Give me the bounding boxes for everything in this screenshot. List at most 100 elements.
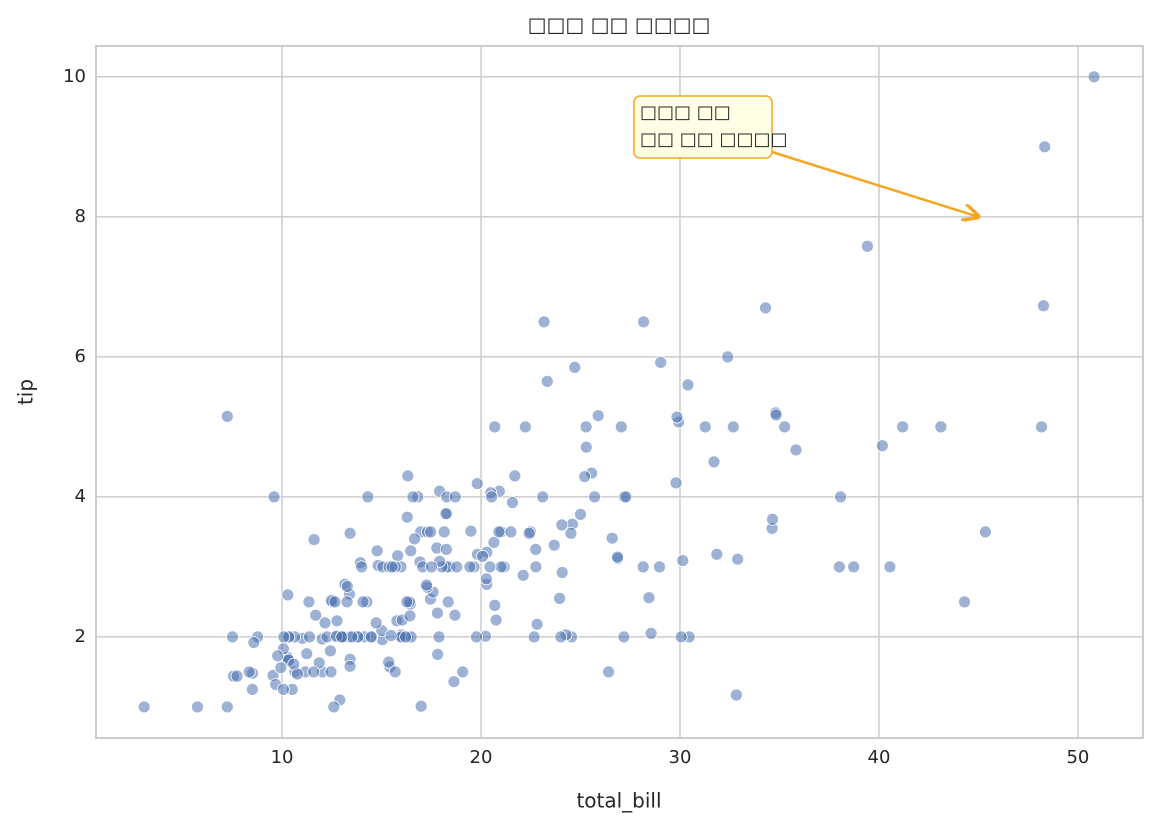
point: [568, 360, 582, 374]
point: [424, 525, 438, 539]
point: [447, 675, 461, 689]
point: [674, 630, 688, 644]
y-tick-label: 10: [63, 66, 86, 87]
point: [401, 469, 415, 483]
point: [340, 580, 354, 593]
point: [340, 595, 354, 609]
point: [274, 661, 288, 675]
point: [137, 700, 151, 714]
point: [309, 608, 323, 622]
point: [554, 630, 568, 644]
annotation-box: [633, 95, 773, 159]
point: [522, 526, 536, 540]
point: [388, 665, 402, 679]
annotation-text: □□ □□ □□□□: [640, 129, 788, 150]
point: [391, 549, 405, 563]
point: [834, 490, 847, 504]
point: [307, 533, 321, 546]
point: [267, 490, 281, 504]
point: [226, 630, 239, 644]
y-tick-label: 6: [75, 346, 86, 367]
point: [669, 476, 683, 490]
point: [385, 560, 399, 574]
point: [456, 665, 470, 679]
point: [382, 655, 396, 669]
point: [896, 420, 910, 434]
point: [487, 535, 501, 549]
point: [448, 608, 462, 622]
point: [191, 700, 204, 714]
point: [437, 525, 451, 539]
point: [670, 410, 684, 424]
point: [488, 420, 502, 434]
plot-frame: [95, 45, 1144, 739]
annotation-text: □□□ □□: [640, 102, 731, 123]
point: [1037, 299, 1050, 313]
point: [564, 526, 578, 540]
point: [247, 636, 261, 649]
point: [307, 665, 321, 679]
point: [637, 315, 650, 329]
point: [277, 630, 291, 644]
point: [439, 542, 453, 556]
point: [318, 616, 332, 630]
point: [574, 507, 587, 521]
point: [789, 443, 803, 457]
point: [400, 510, 414, 524]
x-tick-label: 50: [1066, 747, 1089, 768]
y-tick-label: 8: [75, 206, 86, 227]
point: [327, 700, 341, 714]
point: [614, 420, 628, 434]
point: [220, 409, 234, 423]
point: [271, 649, 285, 663]
point: [483, 560, 497, 574]
point: [861, 239, 874, 253]
point: [588, 490, 602, 504]
point: [644, 627, 658, 640]
point: [1087, 70, 1101, 84]
point: [384, 629, 398, 642]
point: [364, 630, 378, 644]
point: [290, 667, 304, 681]
chart-title: □□□ □□ □□□□: [528, 13, 711, 37]
point: [504, 525, 518, 539]
point: [328, 595, 342, 609]
point: [1035, 420, 1048, 434]
point: [464, 524, 478, 538]
point: [979, 525, 992, 539]
point: [537, 315, 551, 329]
point: [420, 578, 433, 592]
point: [302, 595, 316, 609]
point: [721, 350, 735, 364]
point: [245, 683, 259, 696]
point: [617, 630, 631, 644]
point: [489, 613, 503, 627]
point: [530, 617, 544, 631]
point: [698, 420, 712, 434]
point: [330, 614, 344, 628]
point: [470, 477, 484, 490]
x-tick-label: 20: [470, 747, 493, 768]
point: [726, 420, 740, 434]
point: [404, 544, 418, 558]
point: [766, 512, 779, 526]
point: [778, 420, 792, 434]
point: [934, 420, 948, 434]
x-tick-label: 40: [868, 747, 891, 768]
point: [619, 490, 633, 504]
point: [654, 356, 668, 369]
point: [506, 496, 519, 509]
point: [611, 550, 624, 564]
point: [361, 490, 375, 504]
point: [555, 566, 569, 579]
point: [408, 532, 421, 546]
point: [355, 560, 369, 574]
point: [492, 525, 506, 539]
point: [479, 572, 493, 586]
point: [324, 665, 338, 679]
y-tick-label: 2: [75, 626, 86, 647]
point: [547, 538, 561, 552]
point: [958, 595, 971, 609]
point: [729, 688, 743, 702]
